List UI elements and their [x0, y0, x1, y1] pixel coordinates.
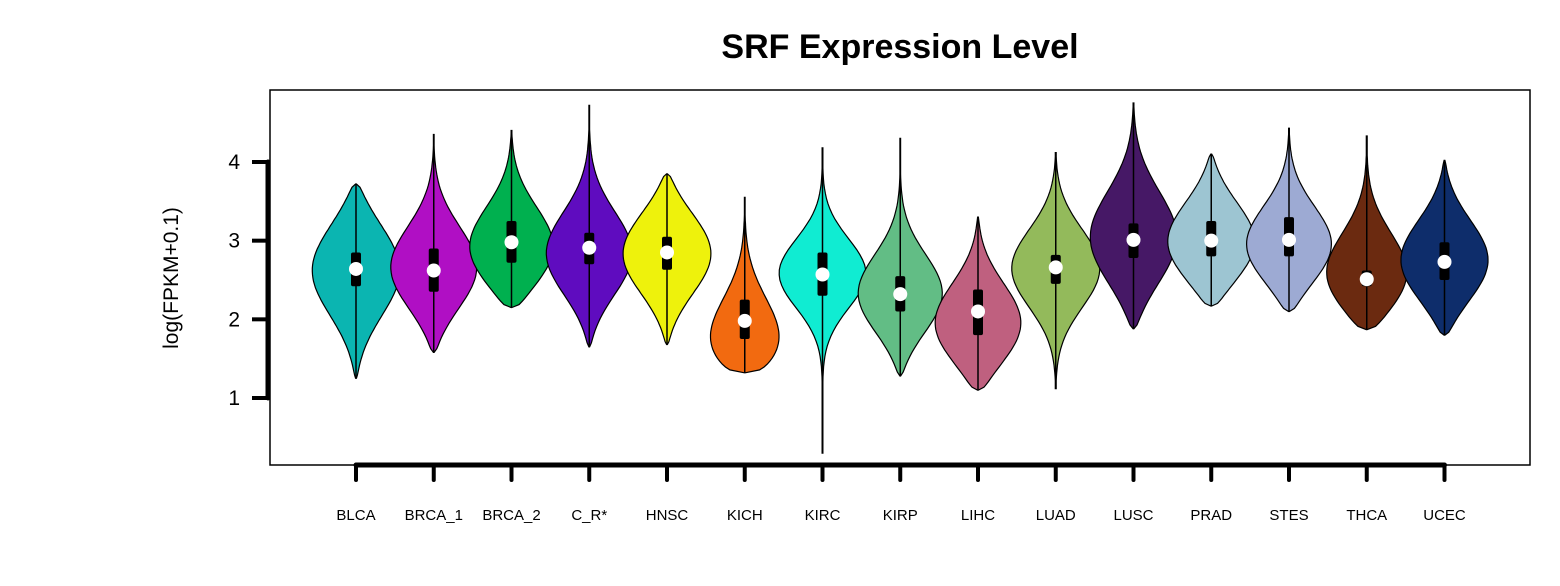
chart-title: SRF Expression Level: [721, 28, 1078, 66]
violins: [311, 102, 1489, 454]
violin-blca: [311, 183, 401, 379]
x-tick-label: STES: [1269, 507, 1308, 524]
violin-luad: [1011, 152, 1101, 390]
x-tick-label: BRCA_2: [482, 507, 540, 524]
x-tick-label: C_R*: [571, 507, 607, 524]
violin-prad: [1167, 153, 1256, 307]
x-axis: BLCA BRCA_1 BRCA_2 C_R* HNSC KICH KIRC KIRP LIHC…: [336, 462, 1466, 524]
y-tick-label: 1: [228, 387, 240, 410]
x-tick-label: UCEC: [1423, 507, 1466, 524]
violin-hnsc: [622, 173, 712, 346]
y-axis: 1 2 3 4: [228, 151, 271, 410]
violin-median-point: [426, 263, 441, 278]
violin-median-point: [349, 261, 363, 276]
x-tick-label: BRCA_1: [405, 507, 463, 524]
violin-median-point: [660, 245, 674, 260]
y-tick-label: 3: [228, 230, 240, 253]
violin-brca2: [469, 129, 554, 309]
violin-brca1: [390, 133, 478, 353]
x-tick-label: LUSC: [1113, 507, 1153, 524]
x-tick-label: KIRP: [883, 507, 918, 524]
violin-stes: [1245, 127, 1333, 313]
violin-ucec: [1400, 159, 1489, 336]
violin-median-point: [737, 313, 752, 328]
violin-median-point: [1048, 260, 1063, 275]
violin-median-point: [815, 267, 830, 282]
x-tick-label: HNSC: [646, 507, 689, 524]
violin-median-point: [504, 235, 519, 250]
violin-median-point: [1282, 232, 1296, 247]
violin-lihc: [934, 216, 1022, 391]
violin-median-point: [971, 304, 985, 319]
violin-median-point: [1437, 254, 1452, 269]
violin-median-point: [1126, 232, 1141, 247]
violin-kirp: [857, 137, 943, 377]
x-tick-label: THCA: [1346, 507, 1387, 524]
violin-median-point: [1359, 272, 1374, 287]
x-tick-label: BLCA: [336, 507, 375, 524]
y-tick-label: 4: [228, 151, 240, 174]
violin-median-point: [893, 287, 908, 302]
violin-cr: [545, 104, 633, 348]
violin-median-point: [1204, 233, 1219, 248]
x-tick-label: KICH: [727, 507, 763, 524]
violin-kich: [709, 196, 780, 374]
x-tick-label: KIRC: [805, 507, 841, 524]
x-tick-label: LIHC: [961, 507, 995, 524]
violin-thca: [1326, 135, 1408, 331]
y-axis-label: log(FPKM+0.1): [160, 207, 183, 349]
x-tick-label: LUAD: [1036, 507, 1076, 524]
violin-lusc: [1089, 102, 1178, 330]
y-tick-label: 2: [228, 308, 240, 331]
violin-kirc: [778, 147, 867, 454]
violin-median-point: [582, 240, 597, 255]
x-tick-label: PRAD: [1190, 507, 1232, 524]
